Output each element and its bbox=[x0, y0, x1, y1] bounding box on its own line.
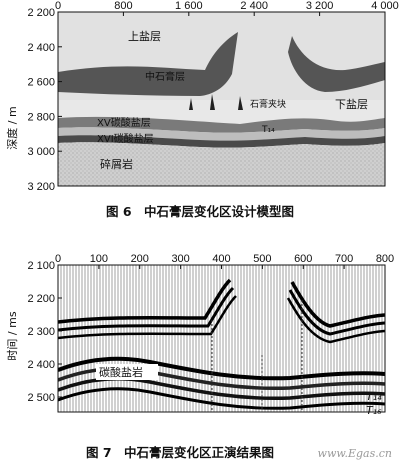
seismic-figure: 0 100 200 300 400 500 600 700 800 2 100 2 200 2 30… bbox=[6, 253, 394, 460]
y-tick-label: 2 800 bbox=[27, 111, 55, 123]
figure-6-caption: 图 6 中石膏层变化区设计模型图 bbox=[106, 204, 294, 219]
carbonate-label-bg bbox=[96, 364, 158, 380]
x-tick-label: 0 bbox=[55, 253, 61, 265]
model-y-ticks: 2 200 2 400 2 600 2 800 3 000 3 200 bbox=[27, 7, 62, 193]
x-tick-label: 3 200 bbox=[306, 0, 334, 12]
reflection-top-2-right bbox=[288, 289, 385, 336]
middle-gypsum-label: 中石膏层 bbox=[145, 70, 185, 83]
y-tick-label: 2 300 bbox=[27, 326, 55, 338]
x-tick-label: 700 bbox=[335, 253, 353, 265]
y-tick-label: 3 000 bbox=[27, 146, 55, 158]
y-tick-label: 2 500 bbox=[27, 392, 55, 404]
middle-gypsum-layer-right bbox=[288, 36, 385, 92]
y-tick-label: 2 200 bbox=[27, 7, 55, 19]
x-tick-label: 4 000 bbox=[371, 0, 399, 12]
reflection-carbonate-1 bbox=[58, 356, 385, 381]
gypsum-block-1 bbox=[189, 98, 193, 110]
model-x-ticks: 0 800 1 600 2 400 3 200 4 000 bbox=[55, 0, 399, 16]
y-tick-label: 2 100 bbox=[27, 260, 55, 272]
seismic-y-ticks: 2 100 2 200 2 300 2 400 2 500 bbox=[27, 260, 62, 404]
x-tick-label: 200 bbox=[131, 253, 149, 265]
t16-reflection-label: T₁₆ bbox=[366, 404, 382, 417]
reflection-top-3-right bbox=[286, 297, 385, 344]
figure-7-caption: 图 7 中石膏层变化区正演结果图 bbox=[86, 445, 274, 460]
x-tick-label: 100 bbox=[90, 253, 108, 265]
seismic-y-axis-label: 时间 / ms bbox=[6, 311, 19, 360]
x-tick-label: 800 bbox=[376, 253, 394, 265]
y-tick-label: 3 200 bbox=[27, 181, 55, 193]
upper-salt-label: 上盐层 bbox=[128, 30, 161, 43]
reflection-top-3-left bbox=[58, 295, 237, 340]
watermark: www.Egas.cn bbox=[318, 447, 392, 460]
t14-reflection-label: T₁₄ bbox=[366, 390, 382, 403]
carbonate-xv-layer bbox=[58, 116, 385, 133]
carbonate-xvi-label: XVI碳酸盐层 bbox=[97, 132, 154, 145]
carbonate-xv-label: XV碳酸盐层 bbox=[97, 116, 151, 129]
reflection-t16 bbox=[58, 387, 385, 410]
x-tick-label: 600 bbox=[294, 253, 312, 265]
reflection-top-1-right bbox=[290, 281, 385, 328]
gypsum-block-3 bbox=[238, 96, 243, 110]
t14-band bbox=[58, 127, 385, 141]
model-figure: 0 800 1 600 2 400 3 200 4 000 2 200 2 400 2 600… bbox=[5, 0, 399, 219]
x-tick-label: 1 600 bbox=[175, 0, 203, 12]
gypsum-block-2 bbox=[210, 94, 215, 110]
x-tick-label: 500 bbox=[253, 253, 271, 265]
seismic-x-ticks: 0 100 200 300 400 500 600 700 800 bbox=[55, 253, 394, 269]
lower-salt-label: 下盐层 bbox=[335, 98, 368, 111]
y-tick-label: 2 200 bbox=[27, 293, 55, 305]
x-tick-label: 0 bbox=[55, 0, 61, 12]
x-tick-label: 800 bbox=[114, 0, 132, 12]
y-tick-label: 2 400 bbox=[27, 42, 55, 54]
reflection-top-1-left bbox=[58, 278, 232, 324]
y-tick-label: 2 600 bbox=[27, 77, 55, 89]
gypsum-block-label: 石膏夹块 bbox=[250, 98, 286, 110]
model-y-axis-label: 深度 / m bbox=[5, 106, 19, 149]
clastic-rock-layer bbox=[58, 142, 385, 186]
x-tick-label: 2 400 bbox=[240, 0, 268, 12]
y-tick-label: 2 400 bbox=[27, 359, 55, 371]
t14-label: T₁₄ bbox=[261, 125, 275, 135]
middle-gypsum-layer-left bbox=[58, 32, 238, 96]
reflection-top-2-left bbox=[58, 286, 235, 332]
carbonate-rock-label: 碳酸盐岩 bbox=[99, 365, 143, 379]
clastic-rock-label: 碎屑岩 bbox=[100, 157, 133, 171]
carbonate-xvi-layer bbox=[58, 135, 385, 148]
x-tick-label: 400 bbox=[212, 253, 230, 265]
x-tick-label: 300 bbox=[171, 253, 189, 265]
